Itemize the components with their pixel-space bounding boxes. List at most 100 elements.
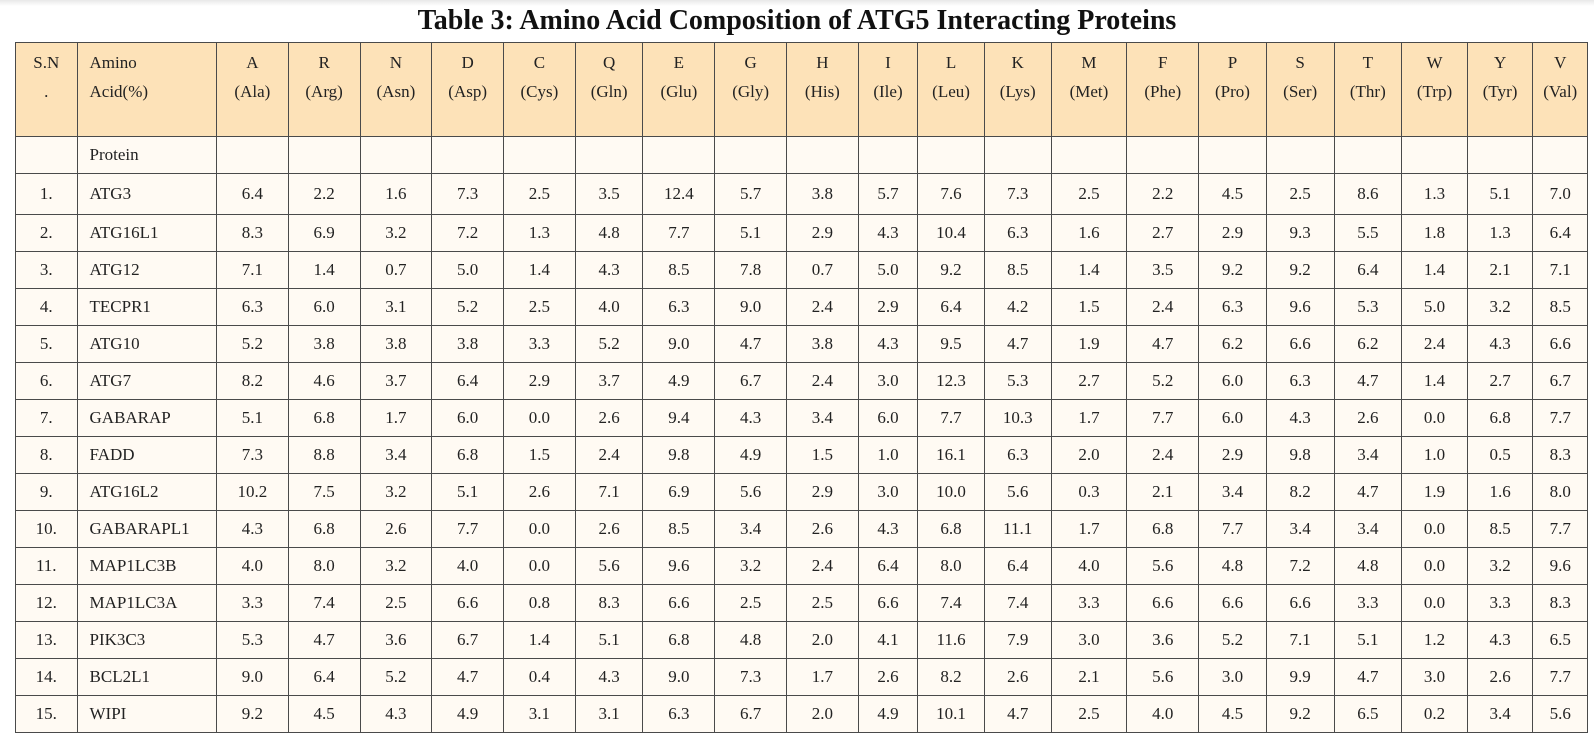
value-cell: 4.0 bbox=[431, 547, 505, 585]
header-col-code: K bbox=[1011, 53, 1024, 72]
value-cell: 6.4 bbox=[983, 547, 1052, 585]
header-col-n: N (Asn) bbox=[359, 42, 433, 137]
header-col-name: (Tyr) bbox=[1482, 82, 1518, 101]
table-row: 14. BCL2L1 9.0 6.4 5.2 4.7 0.4 4.3 9.0 7.3 1.7 2.6 8… bbox=[15, 658, 1588, 696]
value-cell: 7.1 bbox=[1265, 621, 1335, 659]
value-cell: 2.4 bbox=[1126, 436, 1200, 474]
header-col-g: G (Gly) bbox=[714, 42, 787, 137]
value-cell: 6.0 bbox=[1198, 399, 1267, 437]
value-cell: 0.3 bbox=[1050, 473, 1128, 511]
value-cell: 5.2 bbox=[215, 325, 289, 363]
value-cell: 9.8 bbox=[642, 436, 716, 474]
subhead-empty-cell bbox=[503, 136, 576, 174]
value-cell: 2.9 bbox=[1198, 214, 1267, 252]
value-cell: 4.8 bbox=[1198, 547, 1267, 585]
value-cell: 5.2 bbox=[359, 658, 433, 696]
value-cell: 4.9 bbox=[642, 362, 716, 400]
subhead-empty-cell bbox=[1333, 136, 1403, 174]
value-cell: 4.7 bbox=[983, 325, 1052, 363]
value-cell: 5.6 bbox=[1126, 547, 1200, 585]
header-col-name: (Gln) bbox=[590, 82, 628, 101]
value-cell: 1.4 bbox=[503, 621, 576, 659]
header-col-code: A bbox=[246, 53, 259, 72]
header-col-code: E bbox=[673, 53, 685, 72]
header-amino-acid: Amino Acid(%) bbox=[76, 42, 217, 137]
value-cell: 8.5 bbox=[642, 251, 716, 289]
value-cell: 5.0 bbox=[1401, 288, 1468, 326]
value-cell: 4.1 bbox=[857, 621, 919, 659]
row-sn: 14. bbox=[15, 658, 78, 696]
header-col-name: (Gly) bbox=[732, 82, 770, 101]
header-col-s: S (Ser) bbox=[1265, 42, 1335, 137]
value-cell: 3.8 bbox=[786, 325, 859, 363]
value-cell: 7.1 bbox=[1532, 251, 1588, 289]
row-sn: 11. bbox=[15, 547, 78, 585]
value-cell: 2.1 bbox=[1050, 658, 1128, 696]
value-cell: 3.7 bbox=[359, 362, 433, 400]
value-cell: 1.7 bbox=[359, 399, 433, 437]
subhead-empty-cell bbox=[786, 136, 859, 174]
header-col-w: W (Trp) bbox=[1401, 42, 1468, 137]
value-cell: 7.7 bbox=[642, 214, 716, 252]
value-cell: 7.7 bbox=[1532, 658, 1588, 696]
value-cell: 6.7 bbox=[1532, 362, 1588, 400]
value-cell: 2.9 bbox=[503, 362, 576, 400]
header-col-name: (Pro) bbox=[1215, 82, 1250, 101]
value-cell: 4.0 bbox=[215, 547, 289, 585]
value-cell: 6.7 bbox=[714, 362, 787, 400]
value-cell: 5.6 bbox=[1126, 658, 1200, 696]
value-cell: 7.2 bbox=[431, 214, 505, 252]
header-col-code: T bbox=[1362, 53, 1374, 72]
row-sn: 8. bbox=[15, 436, 78, 474]
value-cell: 4.3 bbox=[1265, 399, 1335, 437]
row-sn: 2. bbox=[15, 214, 78, 252]
header-col-code: Q bbox=[602, 53, 616, 72]
value-cell: 7.7 bbox=[1198, 510, 1267, 548]
value-cell: 4.7 bbox=[1333, 473, 1403, 511]
header-col-f: F (Phe) bbox=[1126, 42, 1200, 137]
value-cell: 4.7 bbox=[431, 658, 505, 696]
value-cell: 5.3 bbox=[983, 362, 1052, 400]
value-cell: 3.3 bbox=[215, 584, 289, 622]
value-cell: 6.6 bbox=[642, 584, 716, 622]
header-amino-line2: Acid(%) bbox=[89, 82, 149, 101]
value-cell: 2.5 bbox=[503, 288, 576, 326]
value-cell: 6.6 bbox=[1126, 584, 1200, 622]
value-cell: 4.3 bbox=[574, 251, 644, 289]
value-cell: 2.4 bbox=[786, 288, 859, 326]
row-sn: 3. bbox=[15, 251, 78, 289]
subhead-empty-cell bbox=[714, 136, 787, 174]
row-protein: FADD bbox=[76, 436, 217, 474]
value-cell: 2.0 bbox=[786, 621, 859, 659]
row-sn: 13. bbox=[15, 621, 78, 659]
value-cell: 3.1 bbox=[574, 695, 644, 733]
value-cell: 1.9 bbox=[1050, 325, 1128, 363]
value-cell: 5.0 bbox=[431, 251, 505, 289]
value-cell: 2.4 bbox=[574, 436, 644, 474]
header-col-k: K (Lys) bbox=[983, 42, 1052, 137]
subhead-empty-cell bbox=[1126, 136, 1200, 174]
value-cell: 2.6 bbox=[359, 510, 433, 548]
value-cell: 6.6 bbox=[1532, 325, 1588, 363]
value-cell: 6.3 bbox=[1265, 362, 1335, 400]
value-cell: 9.6 bbox=[642, 547, 716, 585]
value-cell: 2.4 bbox=[1126, 288, 1200, 326]
value-cell: 3.2 bbox=[359, 473, 433, 511]
value-cell: 5.7 bbox=[714, 173, 787, 215]
value-cell: 10.2 bbox=[215, 473, 289, 511]
value-cell: 6.8 bbox=[287, 399, 361, 437]
value-cell: 4.3 bbox=[359, 695, 433, 733]
table-row: 4. TECPR1 6.3 6.0 3.1 5.2 2.5 4.0 6.3 9.0 2.4 2.9 6.… bbox=[15, 288, 1588, 326]
value-cell: 1.4 bbox=[1050, 251, 1128, 289]
value-cell: 4.3 bbox=[1466, 325, 1534, 363]
table-row: 6. ATG7 8.2 4.6 3.7 6.4 2.9 3.7 4.9 6.7 2.4 3.0 12.3… bbox=[15, 362, 1588, 400]
value-cell: 4.3 bbox=[574, 658, 644, 696]
subhead-empty-cell bbox=[983, 136, 1052, 174]
value-cell: 5.2 bbox=[1126, 362, 1200, 400]
value-cell: 3.5 bbox=[574, 173, 644, 215]
header-col-code: R bbox=[318, 53, 330, 72]
header-col-e: E (Glu) bbox=[642, 42, 716, 137]
subhead-empty-cell bbox=[215, 136, 289, 174]
value-cell: 1.0 bbox=[857, 436, 919, 474]
value-cell: 5.6 bbox=[574, 547, 644, 585]
